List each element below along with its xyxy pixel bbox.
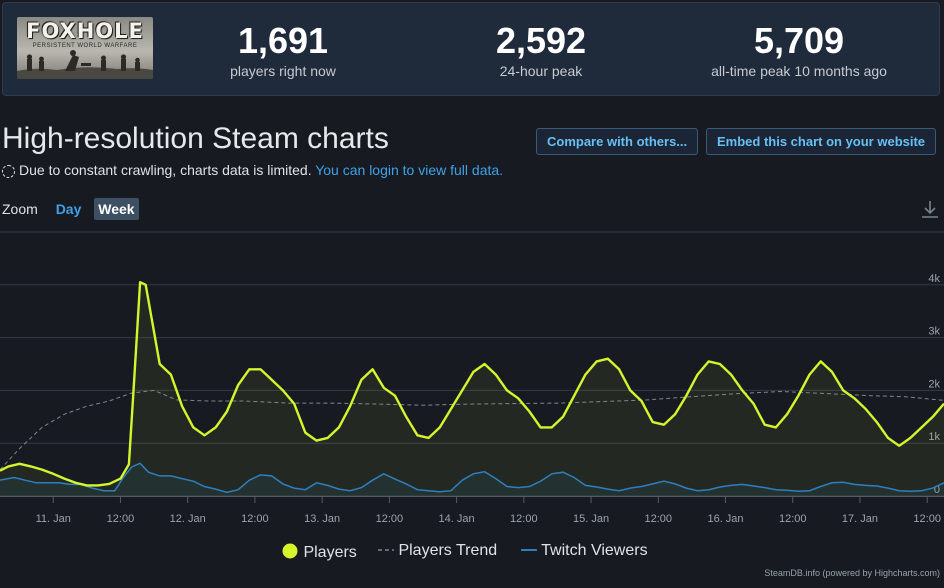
x-tick-label: 12:00 [376,513,404,525]
embed-chart-button[interactable]: Embed this chart on your website [706,128,937,155]
twitch-viewers-line[interactable] [0,462,944,494]
x-tick-label: 14. Jan [439,513,475,525]
zoom-week-button[interactable]: Week [94,198,139,220]
legend-players-marker [282,543,298,559]
players-line[interactable] [0,281,944,487]
x-tick-label: 13. Jan [304,513,340,525]
x-tick-label: 12:00 [913,513,941,525]
y-tick-label: 1k [928,431,940,443]
y-tick-label: 4k [928,273,940,285]
stat-all-time-peak: 5,709 all-time peak 10 months ago [689,20,909,80]
y-tick-label: 0 [934,484,940,496]
stat-label: players right now [230,63,336,79]
stat-value: 2,592 [495,20,587,61]
x-tick-label: 12:00 [779,513,807,525]
twitch-viewers-area [0,463,944,496]
notice-text: Due to constant crawling, charts data is… [19,162,312,178]
x-tick-label: 12:00 [510,513,538,525]
stat-label: all-time peak 10 months ago [711,63,887,79]
logo-title: FOXHOLE [26,19,144,43]
x-tick-label: 12:00 [107,513,135,525]
legend-item-players-trend[interactable]: Players Trend [378,542,497,560]
x-tick-label: 12:00 [645,513,673,525]
zoom-day-button[interactable]: Day [55,201,82,217]
players-area [0,282,944,496]
x-tick-label: 12. Jan [170,513,206,525]
zoom-controls: Zoom Day Week [2,198,144,222]
chart-credit: SteamDB.info (powered by Highcharts.com) [764,568,940,578]
x-tick-label: 15. Jan [573,513,609,525]
legend-trend-marker [378,549,394,551]
legend-twitch-marker [521,549,537,551]
stat-players-now: 1,691 players right now [173,20,393,80]
x-tick-label: 11. Jan [36,513,71,525]
x-tick-label: 17. Jan [842,513,878,525]
players-chart[interactable]: 0 1k 2k 3k 4k 11. Jan 12:00 12. Jan 12:00 13. Jan… [0,228,944,538]
x-tick-label: 16. Jan [707,513,743,525]
legend-label: Players [303,544,357,561]
dashed-circle-icon [2,165,15,178]
download-icon[interactable] [920,199,940,219]
zoom-label: Zoom [2,201,38,217]
game-logo[interactable]: FOXHOLE PERSISTENT WORLD WARFARE [17,17,153,79]
compare-button[interactable]: Compare with others... [536,128,699,155]
logo-subtitle: PERSISTENT WORLD WARFARE [32,43,138,49]
stats-bar: FOXHOLE PERSISTENT WORLD WARFARE 1,691 p… [2,2,940,96]
y-tick-label: 3k [928,326,940,338]
login-link[interactable]: You can login to view full data. [315,162,504,178]
legend-label: Players Trend [398,542,498,559]
data-limit-notice: Due to constant crawling, charts data is… [2,162,503,178]
soldiers-silhouette-icon [17,50,153,79]
x-tick-label: 12:00 [241,513,269,525]
page-title: High-resolution Steam charts [2,122,389,155]
legend-item-twitch-viewers[interactable]: Twitch Viewers [521,542,648,560]
legend-label: Twitch Viewers [541,542,648,559]
stat-value: 5,709 [753,20,845,61]
y-tick-label: 2k [928,378,940,390]
stat-24h-peak: 2,592 24-hour peak [431,20,651,80]
stat-label: 24-hour peak [499,63,583,79]
legend-item-players[interactable]: Players [281,542,357,562]
stat-value: 1,691 [237,20,329,61]
